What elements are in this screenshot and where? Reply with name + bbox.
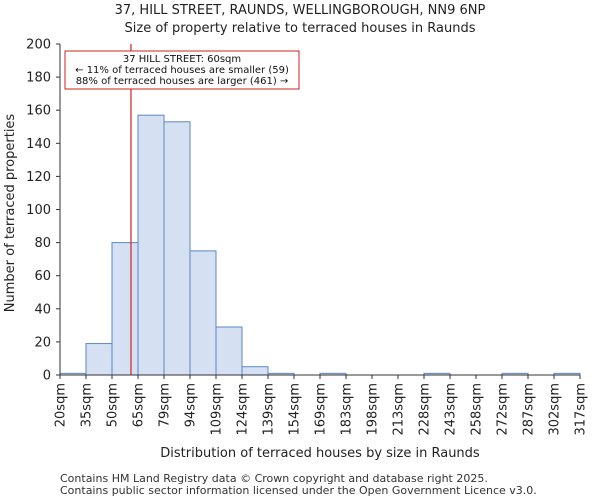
- x-tick-label-109sqm: 109sqm: [210, 383, 225, 436]
- x-tick-label-228sqm: 228sqm: [418, 383, 433, 436]
- x-tick-label-198sqm: 198sqm: [366, 383, 381, 436]
- y-axis-label: Number of terraced properties: [3, 114, 18, 313]
- x-tick-label-94sqm: 94sqm: [184, 383, 199, 427]
- x-tick-label-35sqm: 35sqm: [80, 383, 95, 427]
- x-tick-label-183sqm: 183sqm: [340, 383, 355, 436]
- x-tick-label-79sqm: 79sqm: [158, 383, 173, 427]
- y-tick-label-0: 0: [43, 369, 51, 384]
- y-tick-label-140: 140: [26, 137, 51, 152]
- bar-79sqm: [163, 121, 191, 376]
- bars: [59, 114, 581, 376]
- x-tick-label-213sqm: 213sqm: [392, 383, 407, 436]
- y-tick-label-20: 20: [34, 335, 51, 350]
- chart-title-line-2: Size of property relative to terraced ho…: [125, 21, 476, 36]
- x-tick-label-169sqm: 169sqm: [314, 383, 329, 436]
- x-tick-label-243sqm: 243sqm: [444, 383, 459, 436]
- y-tick-label-160: 160: [26, 104, 51, 119]
- x-tick-label-65sqm: 65sqm: [132, 383, 147, 427]
- annotation-line-2: ← 11% of terraced houses are smaller (59…: [75, 65, 289, 76]
- y-tick-label-100: 100: [26, 203, 51, 218]
- y-tick-label-80: 80: [34, 236, 51, 251]
- annotation-line-1: 37 HILL STREET: 60sqm: [123, 54, 241, 65]
- bar-124sqm: [241, 366, 269, 376]
- bar-35sqm: [85, 343, 113, 376]
- footer-line-2: Contains public sector information licen…: [60, 484, 537, 497]
- x-tick-label-124sqm: 124sqm: [236, 383, 251, 436]
- x-tick-label-258sqm: 258sqm: [470, 383, 485, 436]
- x-tick-label-20sqm: 20sqm: [54, 383, 69, 427]
- x-tick-label-50sqm: 50sqm: [106, 383, 121, 427]
- y-tick-labels: 0 20 40 60 80 100 120 140 160 180 200: [26, 38, 51, 384]
- x-axis-label: Distribution of terraced houses by size …: [160, 446, 480, 461]
- x-tick-label-287sqm: 287sqm: [522, 383, 537, 436]
- x-tick-label-317sqm: 317sqm: [574, 383, 589, 436]
- footer-line-1: Contains HM Land Registry data © Crown c…: [60, 472, 488, 485]
- y-tick-label-40: 40: [34, 302, 51, 317]
- y-tick-label-120: 120: [26, 170, 51, 185]
- x-tick-label-154sqm: 154sqm: [288, 383, 303, 436]
- chart-title-line-1: 37, HILL STREET, RAUNDS, WELLINGBOROUGH,…: [115, 3, 486, 18]
- x-tick-label-272sqm: 272sqm: [496, 383, 511, 436]
- bar-65sqm: [137, 114, 165, 376]
- bar-109sqm: [215, 326, 243, 376]
- marker-layer: 37 HILL STREET: 60sqm← 11% of terraced h…: [64, 44, 300, 375]
- y-tick-label-180: 180: [26, 71, 51, 86]
- annotation-line-3: 88% of terraced houses are larger (461) …: [76, 76, 289, 87]
- bar-94sqm: [189, 250, 217, 376]
- axes: [56, 43, 581, 379]
- x-tick-labels: 20sqm 35sqm 50sqm 65sqm 79sqm 94sqm 109sqm 124s…: [54, 383, 589, 436]
- y-tick-label-60: 60: [34, 269, 51, 284]
- y-tick-label-200: 200: [26, 38, 51, 53]
- annotation-box: [64, 50, 300, 90]
- bar-50sqm: [111, 242, 139, 376]
- x-tick-label-139sqm: 139sqm: [262, 383, 277, 436]
- x-tick-label-302sqm: 302sqm: [548, 383, 563, 436]
